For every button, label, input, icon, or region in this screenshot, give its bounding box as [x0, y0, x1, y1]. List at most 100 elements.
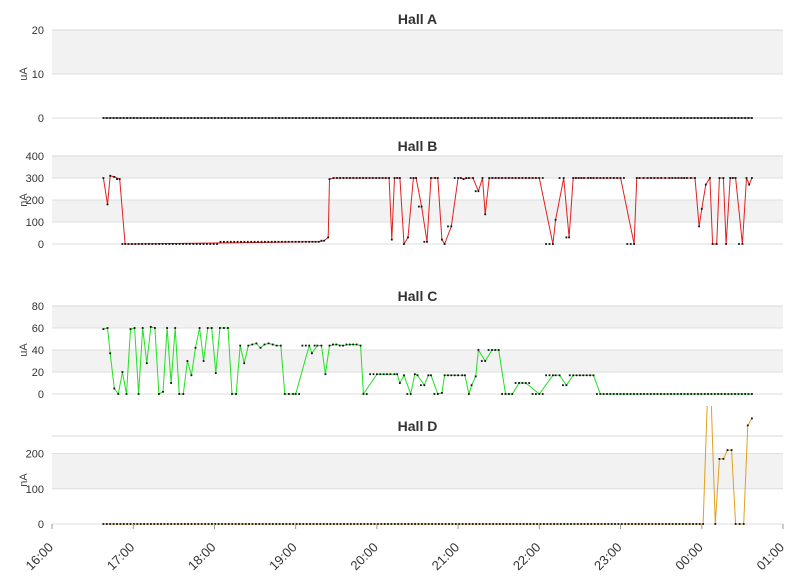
data-point	[267, 342, 270, 345]
data-point	[599, 177, 602, 179]
data-point	[319, 523, 322, 525]
data-point	[376, 117, 378, 119]
data-point	[238, 523, 240, 525]
data-point	[284, 240, 287, 243]
data-point	[265, 523, 267, 525]
data-point	[275, 344, 278, 347]
data-point	[553, 523, 555, 525]
data-point	[713, 117, 716, 119]
data-point	[349, 523, 352, 525]
data-point	[505, 523, 508, 525]
data-point	[393, 373, 396, 376]
data-point	[420, 384, 422, 387]
data-point	[317, 240, 320, 243]
data-point	[299, 523, 301, 525]
data-point	[393, 523, 396, 525]
data-point	[318, 117, 321, 119]
data-point	[156, 523, 159, 525]
grid-band	[52, 328, 783, 350]
data-point	[447, 225, 449, 228]
data-point	[680, 117, 682, 119]
data-point	[580, 523, 583, 525]
data-point	[298, 117, 301, 119]
data-point	[724, 393, 726, 395]
data-point	[308, 240, 311, 243]
data-point	[650, 177, 652, 179]
data-point	[653, 177, 656, 179]
data-point	[127, 243, 130, 245]
grid-band	[52, 200, 783, 222]
data-point	[200, 523, 203, 525]
data-point	[677, 177, 680, 179]
data-point	[696, 117, 699, 119]
data-point	[171, 243, 174, 245]
data-point	[730, 117, 733, 119]
data-point	[638, 177, 641, 179]
data-point	[320, 344, 323, 347]
data-point	[592, 117, 594, 119]
data-point	[178, 243, 181, 245]
data-point	[105, 117, 108, 119]
data-point	[399, 117, 402, 119]
data-point	[561, 117, 564, 119]
data-point	[664, 177, 667, 179]
data-point	[589, 177, 592, 179]
data-point	[723, 117, 726, 119]
grid-band	[52, 372, 783, 394]
data-point	[465, 523, 467, 525]
data-point	[629, 393, 632, 395]
data-point	[704, 183, 707, 186]
data-point	[260, 240, 263, 243]
data-point	[470, 384, 473, 387]
data-point	[433, 117, 436, 119]
y-tick-label: 200	[26, 449, 44, 461]
data-point	[718, 177, 721, 179]
data-point	[730, 393, 733, 395]
data-point	[531, 117, 534, 119]
data-point	[416, 117, 419, 119]
data-point	[474, 117, 476, 119]
data-point	[635, 177, 638, 179]
data-point	[697, 393, 699, 395]
data-point	[504, 393, 507, 395]
data-point	[322, 117, 324, 119]
data-point	[673, 393, 676, 395]
data-point	[599, 393, 602, 395]
data-point	[353, 523, 356, 525]
data-point	[282, 523, 284, 525]
data-point	[207, 523, 210, 525]
data-point	[163, 117, 166, 119]
data-point	[641, 523, 643, 525]
data-point	[359, 117, 361, 119]
data-point	[507, 117, 510, 119]
data-point	[457, 374, 459, 377]
data-point	[328, 117, 331, 119]
data-point	[248, 523, 250, 525]
data-point	[160, 523, 162, 525]
data-point	[197, 117, 199, 119]
data-point	[403, 117, 405, 119]
series-group	[102, 117, 753, 119]
data-point	[714, 523, 717, 525]
data-point	[278, 523, 281, 525]
data-point	[575, 374, 578, 377]
data-point	[720, 117, 723, 119]
data-point	[597, 523, 599, 525]
data-point	[274, 240, 276, 243]
data-point	[734, 523, 737, 525]
data-point	[653, 393, 656, 395]
panel-hall-c: Hall C 0 20 40 60 80 uA	[18, 288, 783, 401]
data-point	[535, 393, 537, 395]
data-point	[407, 523, 410, 525]
data-point	[124, 243, 126, 245]
data-point	[656, 177, 659, 179]
data-point	[690, 117, 692, 119]
data-point	[379, 373, 382, 376]
data-point	[298, 393, 300, 395]
data-point	[415, 177, 417, 179]
data-point	[224, 117, 226, 119]
data-point	[241, 523, 244, 525]
data-point	[631, 523, 633, 525]
data-point	[292, 393, 294, 395]
data-point	[467, 117, 470, 119]
